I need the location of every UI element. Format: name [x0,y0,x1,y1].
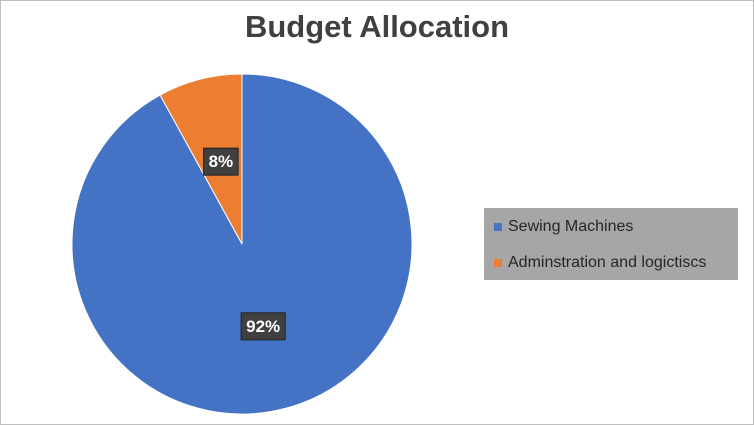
data-label: 8% [209,152,234,171]
legend-swatch [494,259,502,267]
pie-slice [159,73,243,245]
data-label-group: 92% [240,312,286,341]
legend-label: Sewing Machines [508,218,633,235]
data-label-box [240,312,286,341]
chart-title: Budget Allocation [245,9,509,44]
pie-slice [71,73,413,415]
legend-swatch [494,223,502,231]
data-label-box [203,147,239,176]
legend-box [484,208,738,280]
legend-label: Adminstration and logictiscs [508,254,706,271]
data-label-group: 8% [203,147,239,176]
data-label: 92% [246,317,280,336]
